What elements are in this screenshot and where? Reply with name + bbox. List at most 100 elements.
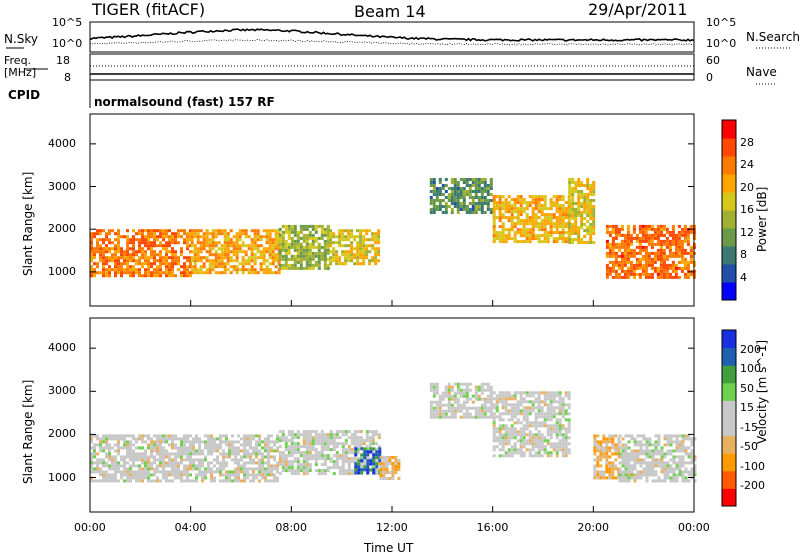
- power-cell: [592, 190, 596, 193]
- velocity-cell: [344, 430, 348, 434]
- power-cell: [250, 259, 254, 263]
- power-cell: [290, 224, 294, 228]
- power-cell: [592, 229, 596, 232]
- power-cell: [265, 268, 269, 272]
- power-cell: [571, 181, 575, 184]
- velocity-cell: [216, 470, 219, 474]
- power-cell: [647, 224, 651, 228]
- velocity-cell: [320, 442, 324, 446]
- velocity-cell: [602, 452, 606, 456]
- velocity-cell: [596, 464, 600, 468]
- power-cell: [232, 247, 236, 251]
- power-cell: [359, 253, 363, 257]
- power-cell: [226, 253, 230, 257]
- freq-label: Freq.: [4, 54, 32, 67]
- velocity-cell: [237, 440, 240, 444]
- power-cell: [571, 226, 575, 229]
- power-cell: [250, 238, 254, 242]
- velocity-cell: [385, 468, 389, 471]
- velocity-cell: [264, 461, 267, 465]
- velocity-cell: [596, 473, 600, 477]
- velocity-cell: [379, 465, 383, 468]
- velocity-cell: [459, 391, 463, 395]
- power-cell: [102, 253, 105, 257]
- power-cell: [159, 229, 162, 233]
- power-cell: [259, 253, 263, 257]
- power-cell: [635, 272, 639, 276]
- velocity-cell: [462, 403, 466, 407]
- velocity-cell: [555, 433, 559, 437]
- velocity-cell: [507, 433, 511, 437]
- power-cell: [435, 193, 439, 196]
- power-cell: [347, 253, 351, 257]
- velocity-cell: [258, 479, 261, 483]
- power-cell: [555, 240, 559, 244]
- velocity-cell: [258, 461, 261, 465]
- power-region: [190, 229, 281, 275]
- velocity-cell: [222, 440, 225, 444]
- velocity-cell: [234, 449, 237, 453]
- velocity-cell: [284, 460, 288, 464]
- power-cell: [347, 235, 351, 239]
- power-cell: [525, 216, 529, 220]
- velocity-cell: [114, 464, 117, 468]
- velocity-cell: [326, 436, 330, 440]
- power-cell: [531, 231, 535, 235]
- velocity-cell: [372, 471, 376, 475]
- power-cell: [644, 224, 648, 228]
- power-cell: [468, 178, 472, 181]
- velocity-cell: [284, 439, 288, 443]
- velocity-cell: [605, 452, 609, 456]
- velocity-cell: [614, 458, 618, 462]
- velocity-cell: [287, 451, 291, 455]
- power-cell: [689, 254, 693, 258]
- velocity-cell: [546, 433, 550, 437]
- power-cell: [150, 241, 153, 245]
- velocity-cell: [453, 397, 457, 401]
- velocity-cell: [377, 436, 381, 440]
- power-cell: [117, 256, 120, 260]
- velocity-cell: [353, 436, 357, 440]
- velocity-cell: [636, 470, 640, 474]
- power-cell: [677, 242, 681, 246]
- velocity-cell: [168, 473, 171, 477]
- velocity-cell: [222, 467, 225, 471]
- velocity-cell: [510, 436, 514, 440]
- velocity-cell: [374, 448, 378, 452]
- velocity-cell: [281, 436, 285, 440]
- velocity-cell: [456, 385, 460, 389]
- velocity-cell: [681, 476, 685, 480]
- power-cell: [629, 254, 633, 258]
- power-cell: [359, 256, 363, 260]
- power-cell: [317, 251, 321, 255]
- velocity-cell: [201, 461, 204, 465]
- velocity-cell: [611, 443, 615, 447]
- velocity-cell: [441, 403, 445, 407]
- velocity-cell: [180, 476, 183, 480]
- power-cell: [202, 247, 206, 251]
- velocity-cell: [156, 440, 159, 444]
- velocity-cell: [180, 461, 183, 465]
- velocity-cell: [225, 443, 228, 447]
- power-cell: [450, 202, 454, 205]
- velocity-cell: [669, 470, 673, 474]
- velocity-cell: [537, 391, 541, 395]
- power-cell: [483, 190, 487, 193]
- velocity-cell: [335, 451, 339, 455]
- velocity-cell: [237, 470, 240, 474]
- power-cell: [519, 201, 523, 205]
- power-cell: [632, 236, 636, 240]
- velocity-cell: [189, 464, 192, 468]
- power-cell: [256, 229, 260, 233]
- velocity-cell: [354, 468, 358, 472]
- velocity-cell: [540, 445, 544, 449]
- velocity-cell: [365, 430, 369, 434]
- velocity-cell: [675, 434, 679, 438]
- velocity-cell: [90, 440, 93, 444]
- velocity-cell: [168, 470, 171, 474]
- power-cell: [329, 241, 333, 245]
- power-cell: [623, 254, 627, 258]
- power-cell: [168, 244, 171, 248]
- power-cell: [211, 247, 215, 251]
- velocity-cell: [344, 472, 348, 476]
